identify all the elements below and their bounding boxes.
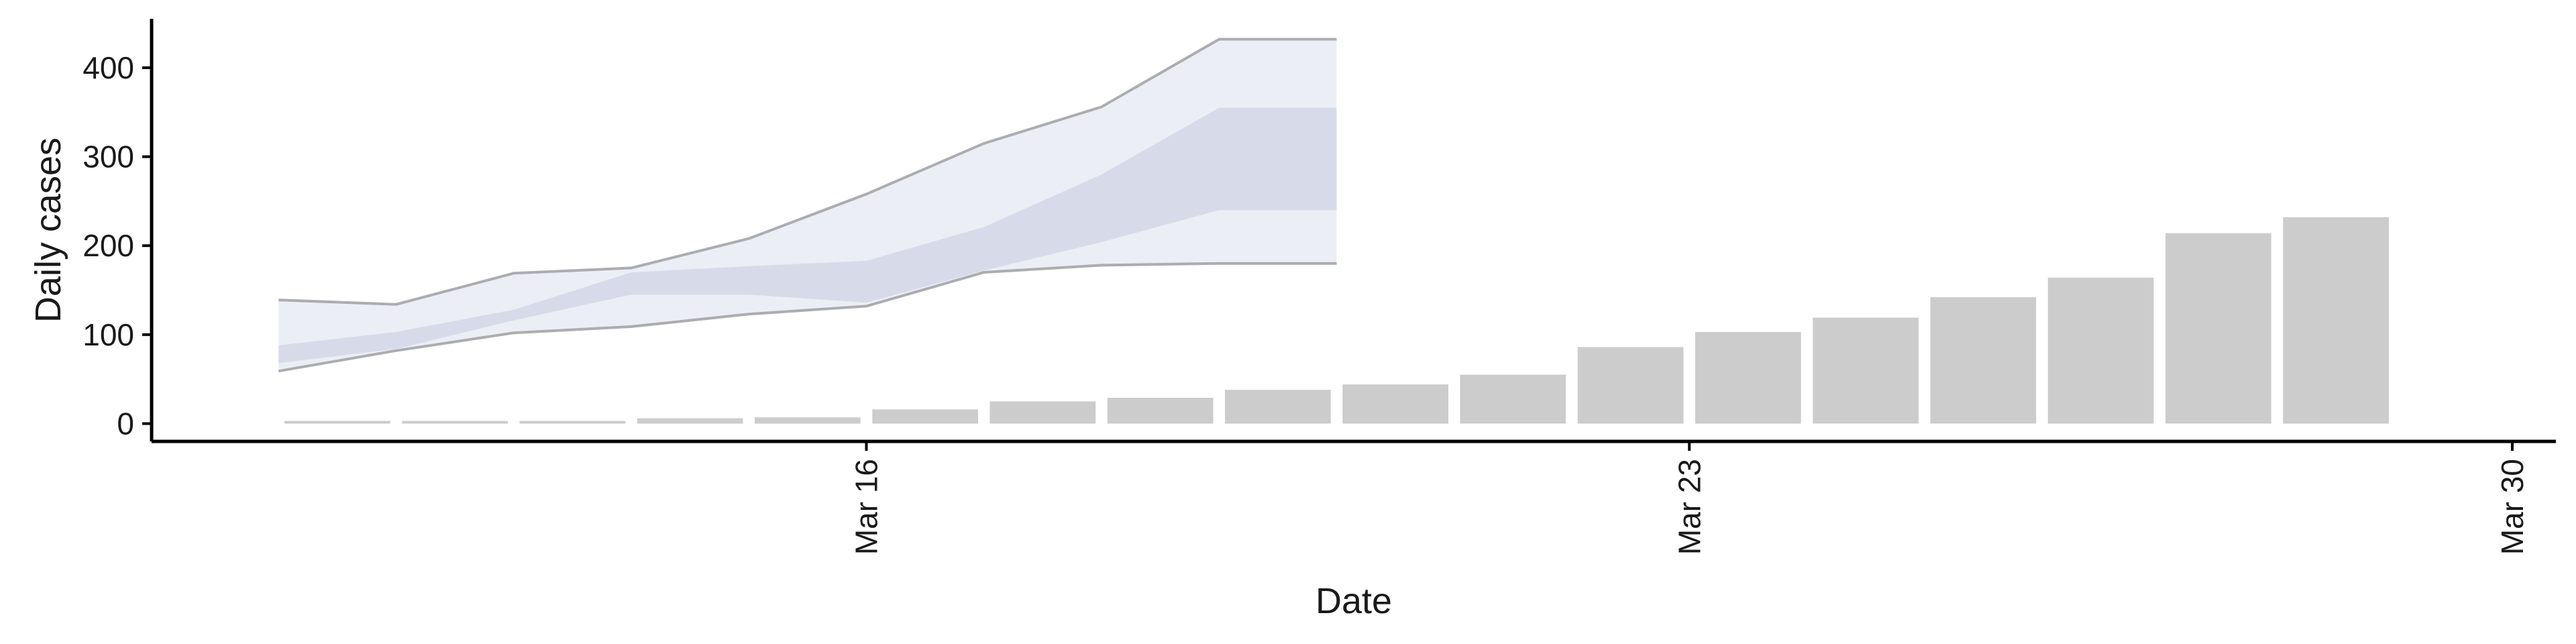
bar (402, 421, 508, 424)
y-tick-label: 400 (83, 50, 134, 85)
x-axis-ticks: Mar 16 Mar 23 Mar 30 (849, 441, 2530, 555)
bar (1342, 384, 1448, 424)
forecast-lower-line (278, 262, 1337, 373)
bar (989, 401, 1096, 424)
x-tick-label: Mar 23 (1672, 459, 1707, 555)
x-tick-label: Mar 30 (2495, 459, 2530, 555)
bar (1930, 297, 2037, 424)
bar (2047, 278, 2154, 424)
bar (637, 418, 743, 424)
forecast-bands (278, 38, 1337, 373)
y-axis-ticks: 0 100 200 300 400 (83, 50, 152, 441)
bar (2165, 233, 2271, 424)
y-tick-label: 0 (117, 406, 134, 441)
bar (1107, 398, 1214, 424)
axes: 0 100 200 300 400 Mar 16 Mar 23 Mar 30 (83, 19, 2556, 555)
bar (872, 409, 978, 424)
y-axis-title: Daily cases (28, 138, 68, 323)
bar (519, 421, 626, 424)
y-tick-label: 300 (83, 140, 134, 174)
bar (1695, 331, 1801, 424)
bar (1577, 347, 1684, 424)
bar (755, 417, 861, 424)
forecast-upper-line (278, 38, 1337, 306)
y-tick-label: 200 (83, 228, 134, 263)
forecast-inner-band (278, 107, 1337, 364)
x-axis-title: Date (1316, 581, 1392, 621)
y-tick-label: 100 (83, 317, 134, 352)
bar (1460, 374, 1566, 424)
x-tick-label: Mar 16 (849, 459, 884, 555)
bar (284, 421, 390, 424)
forecast-outer-band (278, 39, 1337, 372)
daily-case-bars (284, 217, 2389, 424)
bar (2283, 217, 2389, 424)
bar (1225, 390, 1331, 424)
bar (1813, 317, 1919, 424)
